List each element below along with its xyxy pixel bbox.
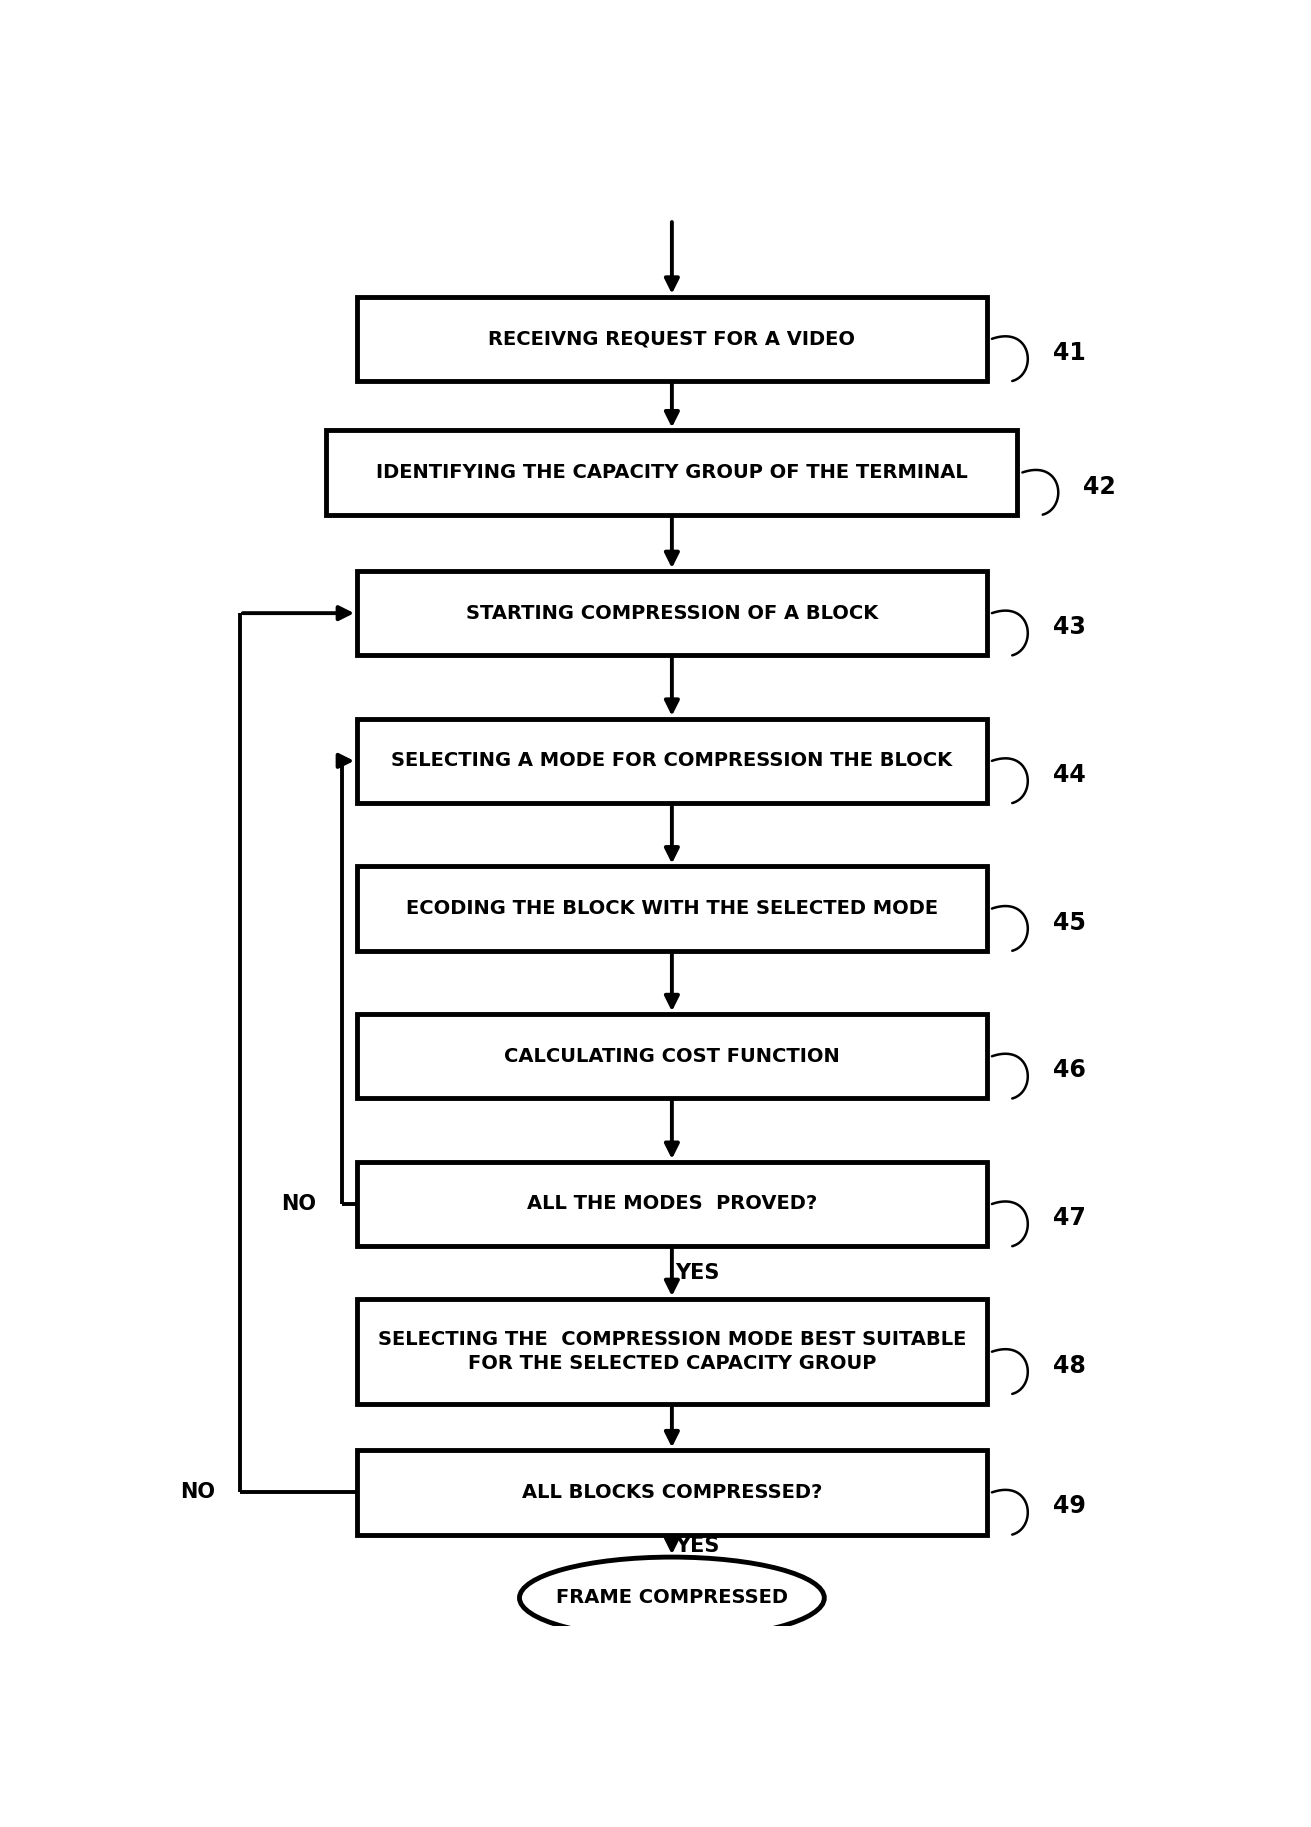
Text: ECODING THE BLOCK WITH THE SELECTED MODE: ECODING THE BLOCK WITH THE SELECTED MODE	[406, 899, 937, 917]
Bar	[326, 431, 1017, 515]
Text: NO: NO	[282, 1195, 316, 1213]
Bar	[357, 1162, 987, 1246]
Text: 49: 49	[1053, 1494, 1086, 1518]
Text: YES: YES	[675, 1262, 720, 1283]
Bar	[357, 296, 987, 382]
Text: 42: 42	[1083, 475, 1116, 499]
Text: RECEIVNG REQUEST FOR A VIDEO: RECEIVNG REQUEST FOR A VIDEO	[489, 329, 855, 349]
Text: CALCULATING COST FUNCTION: CALCULATING COST FUNCTION	[503, 1047, 840, 1065]
Bar	[357, 866, 987, 950]
Bar	[357, 570, 987, 656]
Bar	[357, 718, 987, 804]
Text: ALL THE MODES  PROVED?: ALL THE MODES PROVED?	[527, 1195, 817, 1213]
Text: 47: 47	[1053, 1206, 1086, 1230]
Text: SELECTING THE  COMPRESSION MODE BEST SUITABLE
FOR THE SELECTED CAPACITY GROUP: SELECTING THE COMPRESSION MODE BEST SUIT…	[378, 1330, 966, 1372]
Text: 46: 46	[1053, 1058, 1086, 1082]
Text: FRAME COMPRESSED: FRAME COMPRESSED	[556, 1588, 788, 1608]
Text: IDENTIFYING THE CAPACITY GROUP OF THE TERMINAL: IDENTIFYING THE CAPACITY GROUP OF THE TE…	[376, 462, 968, 482]
Text: STARTING COMPRESSION OF A BLOCK: STARTING COMPRESSION OF A BLOCK	[465, 603, 878, 623]
Text: 45: 45	[1053, 910, 1086, 935]
Text: YES: YES	[675, 1537, 720, 1557]
Ellipse shape	[519, 1557, 825, 1639]
Text: 48: 48	[1053, 1354, 1086, 1378]
Bar	[357, 1014, 987, 1098]
Text: 43: 43	[1053, 616, 1086, 639]
Text: ALL BLOCKS COMPRESSED?: ALL BLOCKS COMPRESSED?	[522, 1484, 822, 1502]
Text: 44: 44	[1053, 764, 1086, 787]
Bar	[357, 1451, 987, 1535]
Text: NO: NO	[180, 1482, 215, 1502]
Text: 41: 41	[1053, 342, 1086, 365]
Text: SELECTING A MODE FOR COMPRESSION THE BLOCK: SELECTING A MODE FOR COMPRESSION THE BLO…	[391, 751, 953, 771]
Bar	[357, 1299, 987, 1405]
